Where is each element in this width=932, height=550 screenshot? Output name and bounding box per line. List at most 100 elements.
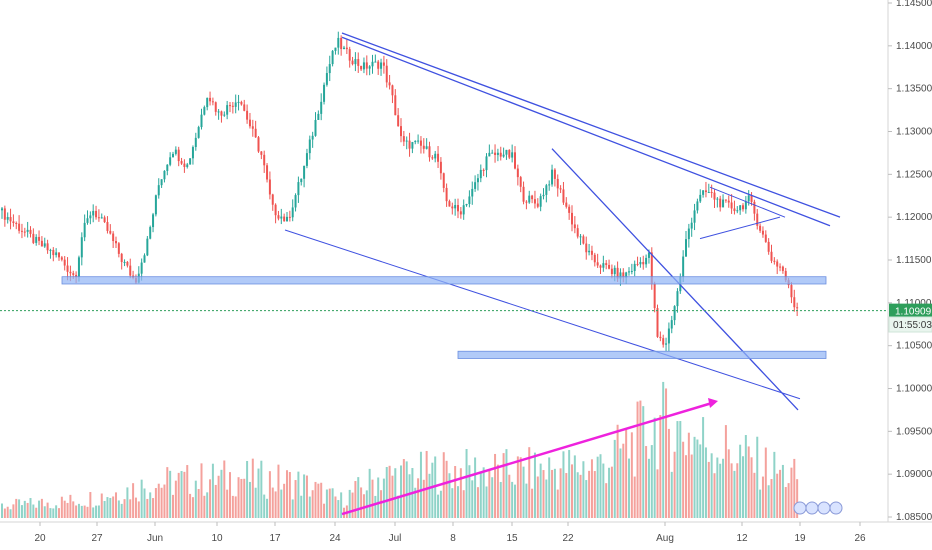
volume-bar	[704, 447, 707, 518]
candle-body	[562, 189, 565, 203]
candle-body	[636, 263, 639, 265]
candle-body	[303, 165, 306, 179]
candle-body	[402, 136, 405, 142]
volume-bar	[89, 492, 92, 518]
candle-body	[146, 238, 149, 256]
volume-bar	[702, 417, 705, 518]
candle-body	[320, 101, 323, 114]
candle-body	[43, 243, 46, 247]
candle-body	[448, 201, 451, 207]
last-price-label: 1.10909	[895, 307, 932, 318]
volume-bar	[388, 465, 391, 518]
candle-body	[49, 249, 52, 251]
volume-bar	[722, 458, 725, 518]
volume-bar	[83, 505, 86, 518]
volume-bar	[1, 503, 3, 518]
volume-bar	[294, 480, 297, 518]
candle-body	[659, 336, 662, 339]
volume-bar	[15, 498, 18, 518]
y-tick-label: 1.11000	[896, 298, 932, 309]
volume-bar	[55, 505, 58, 518]
candle-body	[149, 227, 152, 239]
flag-icon[interactable]	[793, 501, 807, 515]
volume-bar	[63, 500, 66, 518]
candle-body	[15, 222, 18, 224]
countdown-badge: 01:55:03	[888, 316, 932, 333]
volume-bar	[97, 505, 100, 518]
volume-bar	[551, 469, 554, 518]
candle-body	[174, 149, 177, 154]
volume-bar	[622, 443, 625, 518]
candle-body	[531, 195, 534, 200]
y-tick-label: 1.10000	[896, 384, 932, 395]
candle-body	[756, 213, 759, 226]
volume-bar	[251, 458, 254, 518]
flag-icon[interactable]	[829, 501, 843, 515]
volume-bar	[431, 462, 434, 518]
candle-body	[673, 306, 676, 321]
candle-body	[308, 139, 311, 154]
volume-bar	[590, 459, 593, 518]
volume-bar	[673, 451, 676, 518]
volume-bar	[716, 457, 719, 518]
volume-bar	[38, 500, 41, 518]
volume-bar	[348, 489, 351, 518]
candle-body	[58, 252, 60, 258]
candle-body	[796, 307, 799, 309]
volume-bar	[730, 463, 733, 518]
volume-bar	[280, 489, 283, 518]
volume-bar	[593, 471, 596, 518]
volume-bar	[457, 486, 459, 518]
volume-bar	[670, 471, 673, 518]
candle-body	[730, 202, 733, 209]
candle-body	[32, 233, 35, 243]
volume-bar	[753, 472, 756, 518]
volume-bar	[545, 479, 548, 518]
candle-body	[345, 47, 348, 50]
volume-bar	[491, 477, 494, 518]
candle-body	[314, 119, 317, 136]
flag-icon[interactable]	[805, 501, 819, 515]
x-tick-label: Jun	[147, 533, 163, 544]
candle-body	[26, 229, 29, 232]
volume-bar	[571, 464, 573, 518]
volume-bar	[405, 461, 408, 518]
volume-bar	[132, 483, 135, 518]
candle-body	[397, 115, 400, 127]
volume-bar	[511, 481, 514, 518]
volume-bar	[377, 477, 380, 518]
volume-bar	[137, 501, 140, 518]
volume-bar	[323, 503, 326, 518]
candle-body	[297, 182, 300, 196]
volume-bar	[454, 466, 457, 518]
candle-body	[217, 111, 220, 113]
candle-body	[75, 274, 78, 277]
volume-bar	[60, 496, 63, 518]
candle-body	[129, 265, 132, 276]
trend-drawings	[61, 32, 841, 516]
candle-body	[559, 188, 562, 190]
volume-bar	[32, 504, 35, 518]
x-tick-label: Jul	[389, 533, 402, 544]
volume-bar	[425, 450, 428, 518]
candle-body	[736, 210, 739, 212]
volume-bar	[639, 400, 642, 518]
candle-body	[650, 252, 653, 284]
volume-bar	[559, 468, 562, 518]
event-icons[interactable]	[793, 501, 843, 515]
volume-bar	[542, 470, 545, 518]
candle-body	[243, 104, 246, 111]
flag-icon[interactable]	[817, 501, 831, 515]
volume-bar	[331, 488, 334, 518]
candle-body	[246, 110, 249, 120]
volume-bar	[645, 446, 648, 518]
candle-body	[676, 291, 679, 307]
volume-bar	[616, 424, 619, 518]
candle-body	[761, 230, 764, 235]
volume-bar	[488, 470, 491, 518]
candle-body	[260, 151, 263, 155]
candle-body	[9, 217, 12, 222]
candle-body	[109, 230, 112, 234]
candle-body	[80, 237, 83, 258]
